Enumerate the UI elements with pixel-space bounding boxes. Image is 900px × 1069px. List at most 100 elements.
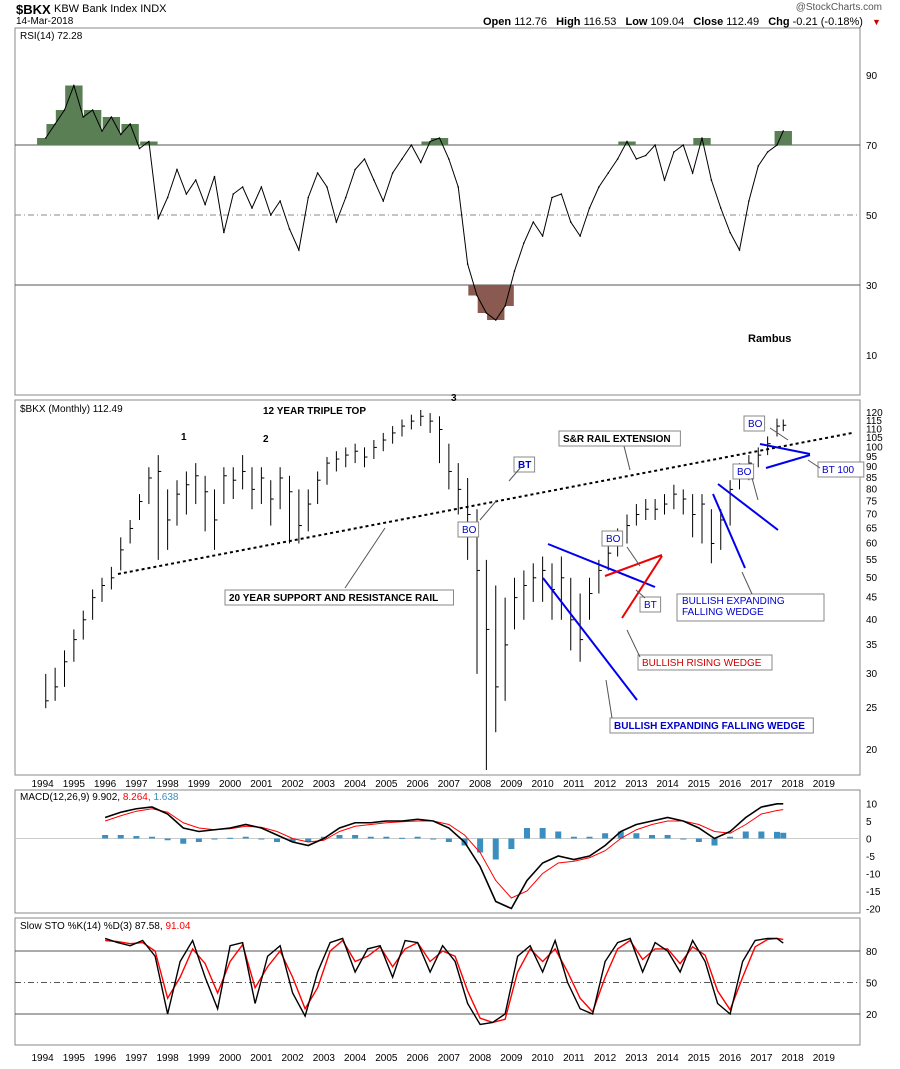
rsi-point xyxy=(382,200,385,202)
rsi-point xyxy=(232,193,235,195)
rsi-point xyxy=(766,151,769,153)
year-label-lower: 2009 xyxy=(500,1053,523,1064)
expanding-wedge-1-leader xyxy=(605,679,613,719)
rsi-point xyxy=(91,109,94,111)
rsi-point xyxy=(782,130,785,132)
rsi-point xyxy=(682,144,685,146)
rsi-point xyxy=(176,168,178,171)
macd-hist-bar xyxy=(164,838,171,841)
year-label-upper: 2012 xyxy=(594,779,617,790)
open-value: 112.76 xyxy=(514,16,548,28)
year-label-lower: 2008 xyxy=(469,1053,492,1064)
year-label-lower: 2018 xyxy=(782,1053,805,1064)
price-tick-label: 90 xyxy=(866,462,878,473)
sto-tick-label: 80 xyxy=(866,947,878,958)
macd-hist-bar xyxy=(211,838,218,840)
expanding-wedge-2-leader xyxy=(741,571,753,595)
macd-hist-bar xyxy=(727,836,734,839)
year-label-upper: 1994 xyxy=(32,779,55,790)
price-tick-label: 30 xyxy=(866,669,878,680)
price-tick-label: 120 xyxy=(866,408,883,419)
year-label-upper: 2015 xyxy=(688,779,711,790)
index-name: KBW Bank Index INDX xyxy=(54,3,167,15)
rsi-point xyxy=(504,305,506,307)
rsi-point xyxy=(532,221,535,223)
bo-2012-label: BO xyxy=(606,534,621,545)
rsi-point xyxy=(241,186,244,188)
rsi-point xyxy=(635,158,638,160)
close-label: Close xyxy=(693,16,724,28)
rsi-point xyxy=(213,175,216,178)
macd-panel: 10 5 0 -5 -10 -15 -20 MACD(12,26,9) 9.902, 8.26… xyxy=(15,792,881,916)
rsi-point xyxy=(138,147,141,150)
macd-signal-line xyxy=(104,808,784,899)
year-label-upper: 2006 xyxy=(407,779,430,790)
macd-hist-bar xyxy=(774,831,780,839)
wedge1-lower-line xyxy=(542,577,638,701)
rsi-point xyxy=(363,158,366,160)
macd-line xyxy=(104,803,784,910)
rsi-point xyxy=(279,200,281,202)
macd-hist-bar xyxy=(524,828,530,839)
year-label-upper: 2017 xyxy=(750,779,773,790)
rsi-point xyxy=(701,137,703,139)
year-label-lower: 2015 xyxy=(688,1053,711,1064)
rsi-point xyxy=(326,186,328,188)
down-triangle-icon: ▼ xyxy=(872,17,881,27)
rsi-point xyxy=(598,186,600,188)
close-value: 112.49 xyxy=(726,16,760,28)
rsi-point xyxy=(738,249,741,251)
sto-tick-label: 20 xyxy=(866,1010,878,1021)
rsi-point xyxy=(541,235,544,237)
bt-2008-label: BT xyxy=(518,460,531,471)
low-label: Low xyxy=(625,16,648,28)
price-tick-label: 85 xyxy=(866,473,878,484)
open-label: Open xyxy=(483,16,512,28)
year-label-lower: 2004 xyxy=(344,1053,367,1064)
year-label-lower: 2001 xyxy=(250,1053,273,1064)
macd-legend: MACD(12,26,9) 9.902, 8.264, 1.638 xyxy=(20,792,179,803)
rsi-point xyxy=(101,130,103,132)
price-tick-label: 115 xyxy=(866,416,882,427)
year-label-lower: 2017 xyxy=(750,1053,773,1064)
year-label-lower: 2000 xyxy=(219,1053,242,1064)
low-value: 109.04 xyxy=(650,16,685,28)
macd-hist-bar xyxy=(570,836,577,839)
macd-hist-bar xyxy=(695,838,702,842)
year-label-upper: 2003 xyxy=(313,779,336,790)
rsi-point xyxy=(185,193,188,195)
macd-hist-bar xyxy=(117,835,124,839)
macd-hist-bar xyxy=(102,835,109,839)
rsi-point xyxy=(476,294,478,297)
macd-hist-bar xyxy=(258,838,265,840)
chg-label: Chg xyxy=(768,16,790,28)
rsi-overbought-fill xyxy=(121,124,139,145)
rsi-point xyxy=(691,172,694,174)
rsi-tick-label: 30 xyxy=(866,281,878,292)
rsi-legend: RSI(14) 72.28 xyxy=(20,31,83,42)
macd-hist-bar xyxy=(430,838,437,840)
bt-2013-label: BT xyxy=(644,600,657,611)
rsi-point xyxy=(673,151,675,153)
flag-upper-line xyxy=(759,443,811,455)
rsi-point xyxy=(757,165,760,167)
price-tick-label: 75 xyxy=(866,497,878,508)
sr-rail-extension-label-box xyxy=(558,430,681,447)
rsi-point xyxy=(223,231,225,234)
rsi-point xyxy=(607,172,610,174)
macd-hist-bar xyxy=(742,831,749,839)
year-label-lower: 2005 xyxy=(375,1053,398,1064)
price-tick-label: 80 xyxy=(866,484,878,495)
macd-tick-label: -10 xyxy=(866,870,881,881)
rsi-point xyxy=(44,137,47,139)
year-label-upper: 1996 xyxy=(94,779,117,790)
year-label-lower: 2003 xyxy=(313,1053,336,1064)
year-label-lower: 2013 xyxy=(625,1053,648,1064)
year-label-upper: 2007 xyxy=(438,779,461,790)
rising-wedge-leader xyxy=(626,629,641,658)
symbol-label: $BKX xyxy=(16,2,51,17)
chart-header: $BKX KBW Bank Index INDX 14-Mar-2018 Ope… xyxy=(0,0,900,30)
rsi-point xyxy=(307,196,310,199)
rsi-point xyxy=(729,231,731,234)
